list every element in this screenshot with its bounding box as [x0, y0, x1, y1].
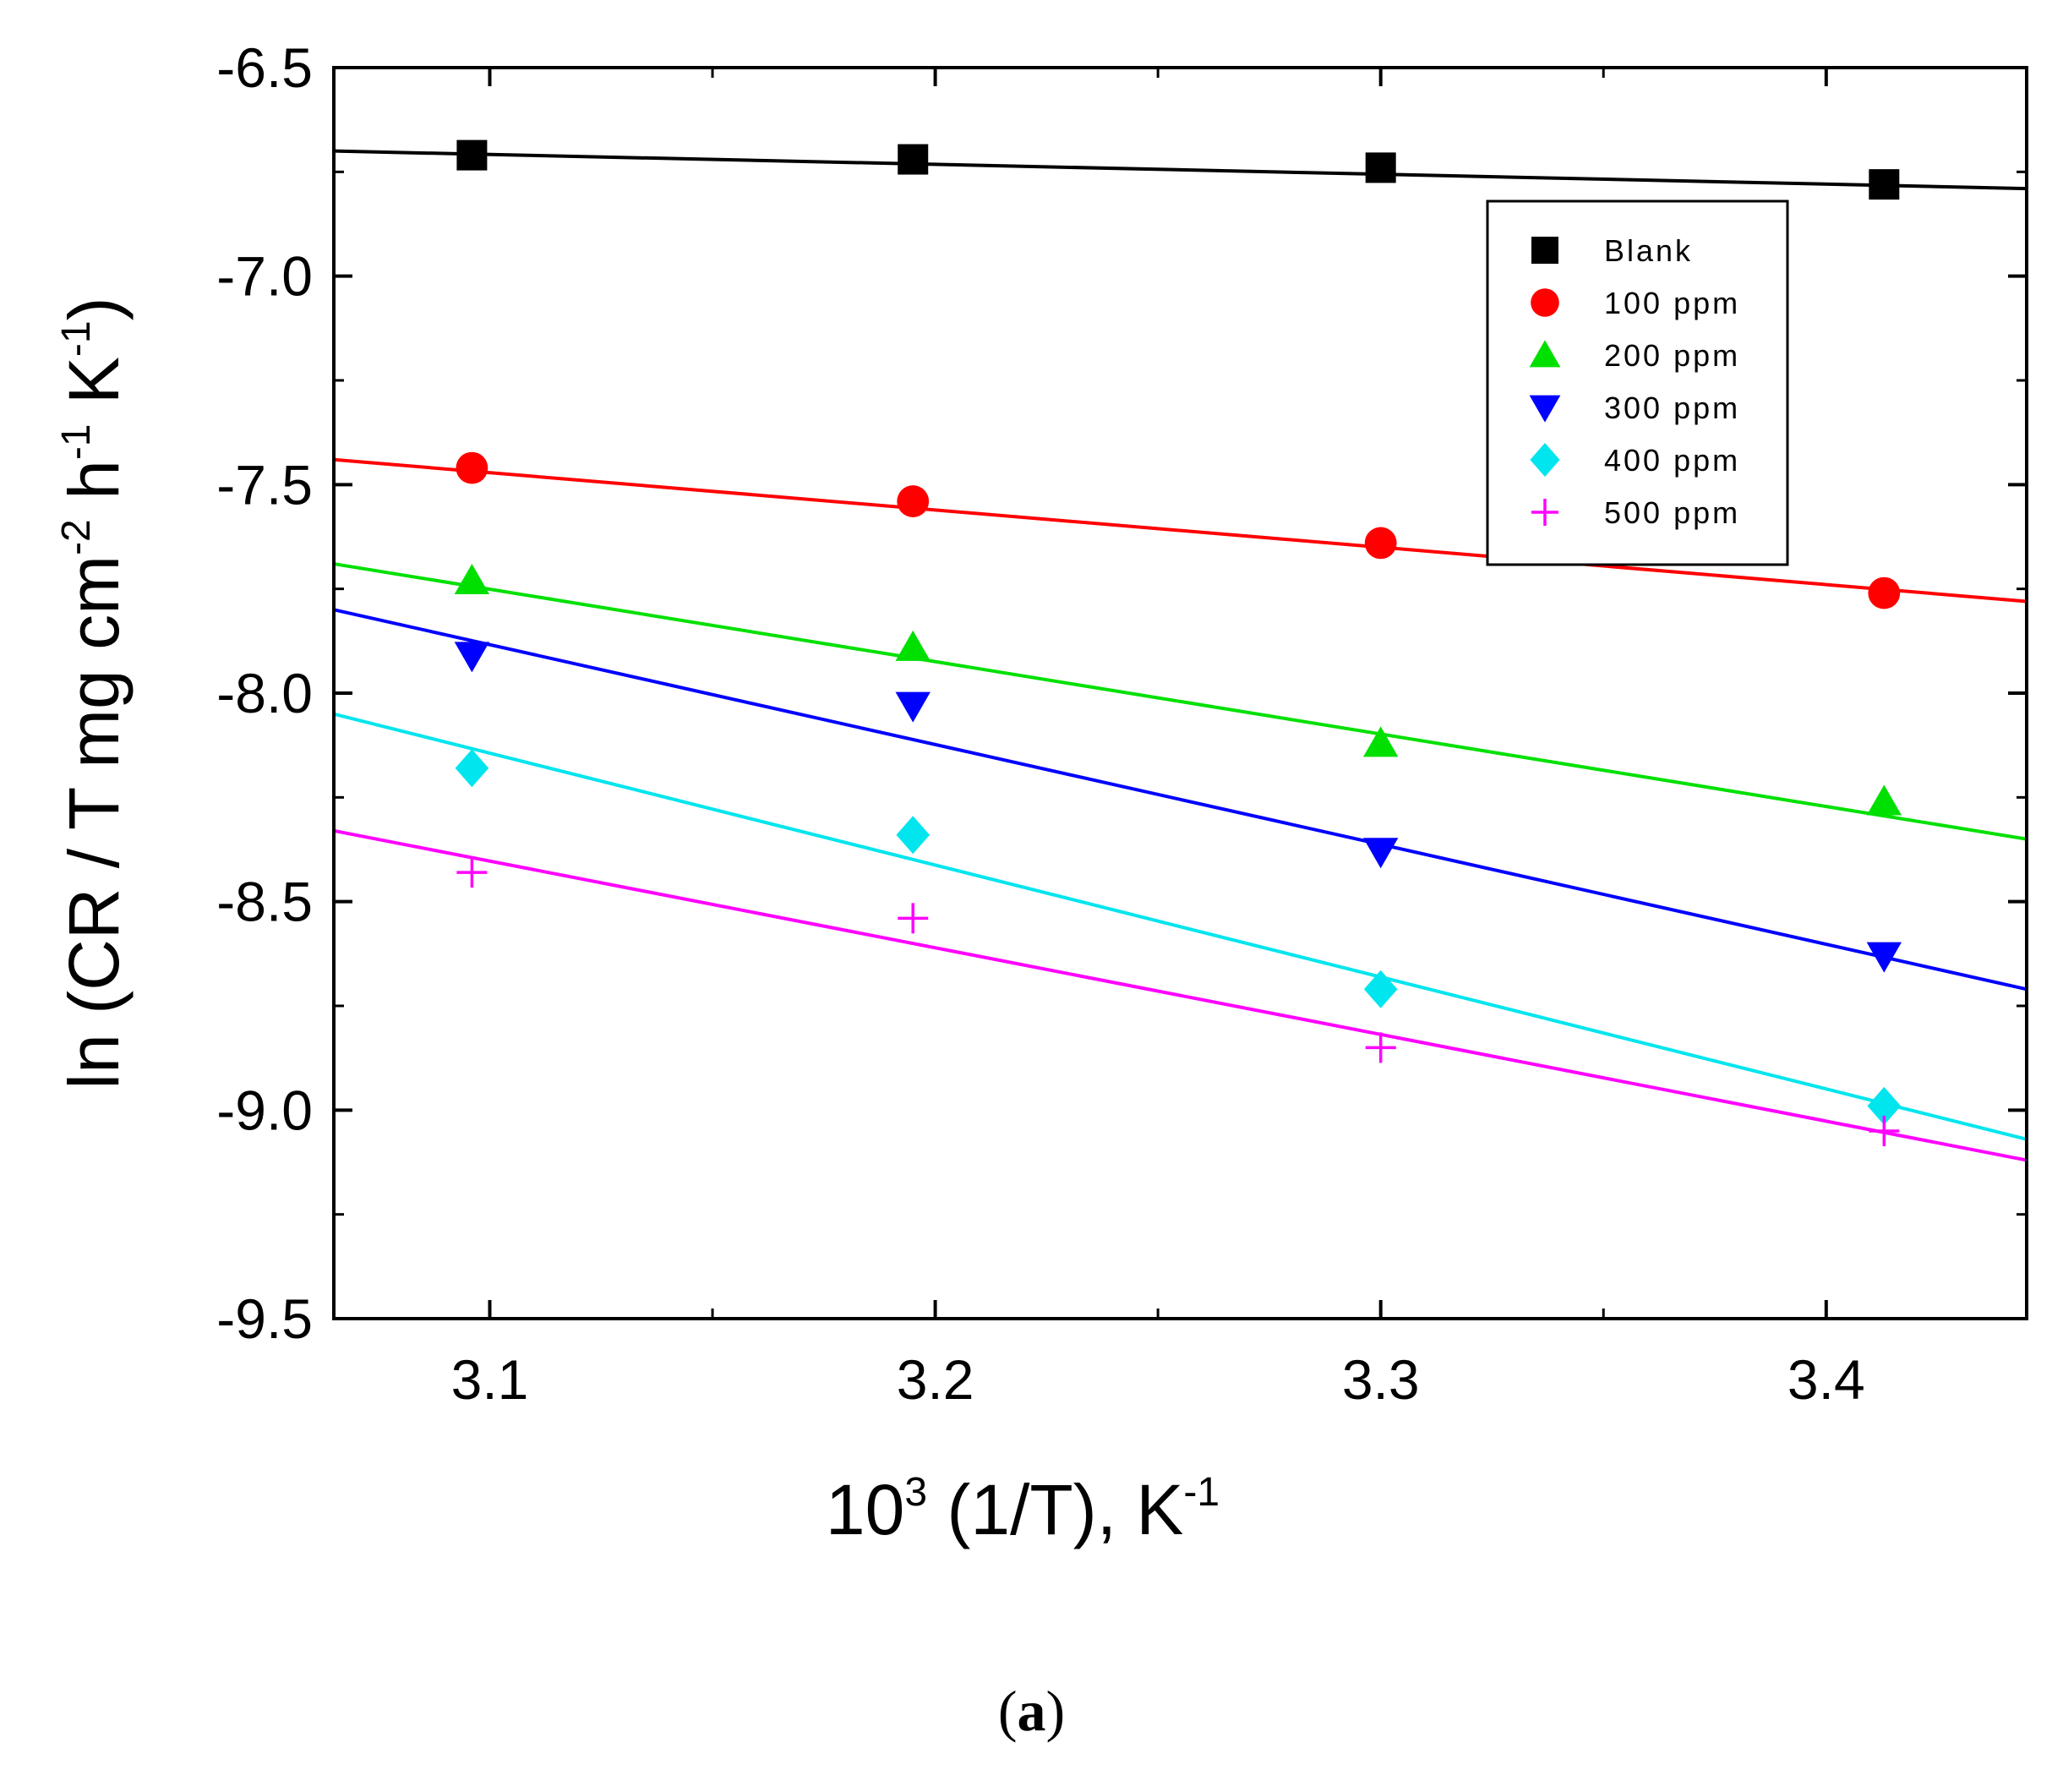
x-tick-label: 3.2 — [897, 1348, 974, 1411]
x-tick-label: 3.4 — [1787, 1348, 1865, 1411]
fit-line — [333, 457, 2028, 604]
x-tick-label: 3.3 — [1342, 1348, 1420, 1411]
data-point — [1866, 784, 1902, 816]
data-point — [454, 642, 490, 673]
data-point — [1365, 1032, 1396, 1063]
y-tick-label: -8.5 — [216, 871, 313, 933]
data-point — [456, 451, 488, 484]
legend-marker — [1531, 499, 1558, 526]
fit-line — [333, 562, 2028, 841]
data-point — [1869, 1116, 1900, 1146]
y-axis-label-part: K — [54, 357, 134, 423]
legend-label: 100 ppm — [1604, 286, 1740, 320]
x-axis-label-part: 10 — [826, 1470, 904, 1549]
y-axis-label-part: ) — [54, 297, 134, 320]
fit-line — [333, 149, 2028, 191]
data-point — [1868, 576, 1901, 609]
legend-label: Blank — [1604, 233, 1693, 268]
data-point — [1869, 169, 1900, 200]
data-point — [898, 144, 929, 175]
y-axis-label-sup: -1 — [54, 423, 99, 460]
y-tick-label: -9.5 — [216, 1287, 313, 1350]
data-point — [898, 903, 929, 934]
data-point — [897, 485, 930, 517]
y-tick-label: -7.5 — [216, 453, 313, 516]
figure-caption: (a) — [0, 1678, 2063, 1745]
legend-marker — [1531, 237, 1558, 264]
y-tick-label: -6.5 — [216, 36, 313, 99]
x-tick-label: 3.1 — [451, 1348, 529, 1411]
data-point — [1867, 1086, 1902, 1125]
data-point — [456, 139, 488, 171]
legend-label: 200 ppm — [1604, 338, 1740, 373]
caption-open: ( — [997, 1679, 1018, 1743]
legend-marker — [1529, 340, 1561, 368]
data-point — [896, 816, 931, 855]
legend: Blank 100 ppm 200 ppm 300 ppm 400 ppm 500 ppm — [1486, 199, 1789, 566]
x-axis-label-sup: 3 — [904, 1470, 927, 1515]
data-point — [895, 691, 931, 723]
legend-label: 400 ppm — [1604, 443, 1740, 478]
y-axis-label-part: ln (CR / T mg cm — [54, 555, 134, 1090]
data-point — [1363, 970, 1398, 1008]
data-point — [1364, 527, 1397, 560]
legend-marker — [1531, 288, 1559, 317]
legend-marker — [1530, 443, 1560, 477]
data-markers-layer — [454, 139, 1902, 1146]
fit-lines-layer — [333, 149, 2028, 1162]
y-axis-label-sup: -2 — [54, 519, 99, 555]
axis-labels-layer: 3.1 3.2 3.3 3.4 -6.5 -7.0 -7.5 -8.0 -8.5 -9.0 -9.5… — [54, 36, 1865, 1549]
data-point — [456, 857, 488, 888]
y-tick-label: -8.0 — [216, 662, 313, 724]
legend-label: 500 ppm — [1604, 495, 1740, 530]
fit-line — [333, 608, 2028, 992]
fit-line — [333, 712, 2028, 1141]
data-point — [1362, 726, 1399, 757]
chart: Blank 100 ppm 200 ppm 300 ppm 400 ppm 500 ppm… — [54, 36, 2028, 1549]
legend-label: 300 ppm — [1604, 391, 1740, 425]
data-point — [895, 630, 931, 661]
data-point — [1866, 942, 1902, 973]
data-point — [1362, 838, 1399, 869]
data-point — [454, 564, 490, 594]
data-point — [455, 749, 489, 788]
fit-line — [333, 828, 2028, 1162]
data-point — [1365, 152, 1396, 183]
x-axis-label: 103 (1/T), K-1 — [826, 1470, 1220, 1549]
legend-marker — [1529, 395, 1561, 423]
x-axis-label-part: (1/T), K — [927, 1470, 1183, 1549]
y-axis-label: ln (CR / T mg cm-2 h-1 K-1) — [54, 297, 134, 1089]
x-axis-label-sup: -1 — [1183, 1470, 1220, 1515]
y-axis-label-sup: -1 — [54, 320, 99, 357]
caption-label: a — [1017, 1679, 1046, 1743]
plot-frame — [332, 66, 2028, 1320]
y-axis-label-part: h — [54, 460, 134, 519]
y-tick-label: -9.0 — [216, 1079, 313, 1141]
caption-close: ) — [1045, 1679, 1066, 1743]
y-tick-label: -7.0 — [216, 245, 313, 308]
